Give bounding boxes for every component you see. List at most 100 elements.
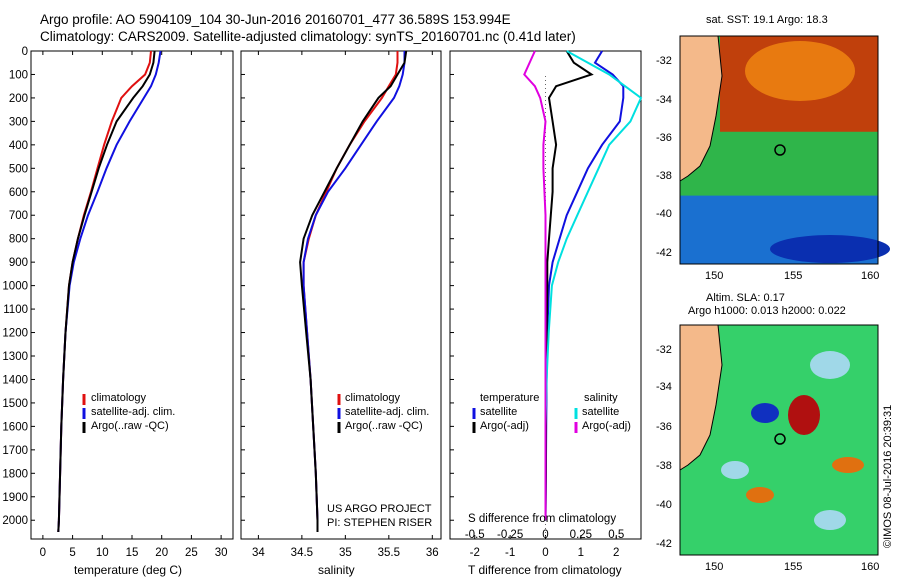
x-tick-top-label: -0.5 — [465, 529, 485, 541]
depth-tick-label: 1100 — [3, 304, 28, 316]
argo-location — [774, 433, 786, 445]
depth-tick-label: 0 — [22, 46, 28, 58]
sal-xlabel: salinity — [318, 563, 355, 577]
series-line — [544, 50, 625, 521]
x-tick-top-label: 0.25 — [570, 529, 592, 541]
diff-legend-temperature: temperature — [480, 392, 540, 404]
depth-tick-label: 1400 — [2, 374, 28, 386]
depth-tick-label: 1800 — [2, 468, 28, 480]
depth-tick-label: 800 — [9, 234, 28, 246]
x-tick-top-label: -0.25 — [497, 529, 523, 541]
temp-xlabel: temperature (deg C) — [74, 563, 183, 577]
depth-tick-label: 200 — [9, 93, 28, 105]
depth-tick-label: 700 — [9, 210, 28, 222]
map-top-xtick: 160 — [861, 270, 880, 282]
x-tick-label: 15 — [126, 547, 139, 559]
series-line — [57, 50, 152, 533]
x-tick-top-label: 0 — [542, 529, 548, 541]
map-bottom-title1: Altim. SLA: 0.17 — [706, 292, 785, 304]
depth-tick-label: 100 — [9, 69, 28, 81]
map-bottom-ytick: -40 — [656, 499, 672, 511]
temp-legend-1: climatology — [91, 392, 147, 404]
diff-legend-s-argo: Argo(-adj) — [582, 420, 631, 432]
map-bottom-ytick: -38 — [656, 460, 672, 472]
depth-tick-label: 1200 — [2, 328, 28, 340]
x-tick-label: 35 — [339, 547, 352, 559]
series-line — [302, 51, 406, 532]
panel-frame — [240, 50, 442, 540]
warm-patch — [745, 41, 855, 101]
sla-high — [788, 395, 820, 435]
x-tick-label: 30 — [215, 547, 228, 559]
depth-tick-label: 1000 — [2, 281, 28, 293]
project-annotation: US ARGO PROJECT — [327, 503, 432, 515]
map-top-ytick: -36 — [656, 132, 672, 144]
depth-tick-label: 300 — [9, 116, 28, 128]
x-tick-label: 20 — [155, 547, 168, 559]
series-line — [544, 50, 643, 521]
series-line — [57, 50, 162, 533]
cold-patch — [770, 235, 890, 263]
argo-location — [774, 144, 786, 156]
map-bottom-ytick: -36 — [656, 421, 672, 433]
map-top-ytick: -40 — [656, 208, 672, 220]
depth-tick-label: 600 — [9, 187, 28, 199]
map-bottom-ytick: -42 — [656, 538, 672, 550]
diff-legend-salinity: salinity — [584, 392, 618, 404]
x-tick-label: 10 — [96, 547, 109, 559]
map-bottom-xtick: 150 — [705, 561, 724, 573]
x-tick-label: 0 — [542, 547, 548, 559]
land — [679, 324, 723, 471]
x-tick-label: 25 — [185, 547, 198, 559]
sla-high — [832, 457, 864, 473]
map-bottom-ytick: -32 — [656, 344, 672, 356]
x-tick-label: 36 — [426, 547, 439, 559]
land — [679, 35, 723, 182]
x-tick-label: -2 — [470, 547, 480, 559]
map-bottom-xtick: 160 — [861, 561, 880, 573]
series-line — [57, 50, 156, 533]
map-top-xtick: 155 — [784, 270, 803, 282]
x-tick-label: 0 — [40, 547, 46, 559]
depth-tick-label: 900 — [9, 257, 28, 269]
map-top-xtick: 150 — [705, 270, 724, 282]
map-frame — [679, 35, 879, 265]
x-tick-label: 2 — [613, 547, 619, 559]
depth-tick-label: 1600 — [2, 421, 28, 433]
diff-legend-t-sat: satellite — [480, 406, 518, 418]
map-bottom-xtick: 155 — [784, 561, 803, 573]
sla-low — [814, 510, 846, 530]
sal-legend-3: Argo(..raw -QC) — [345, 420, 423, 432]
temp-legend-2: satellite-adj. clim. — [91, 406, 176, 418]
header-line2: Climatology: CARS2009. Satellite-adjuste… — [40, 29, 576, 44]
diff-xlabel-top: S difference from climatology — [468, 513, 617, 525]
map-frame — [679, 324, 879, 556]
map-top-ytick: -42 — [656, 247, 672, 259]
x-tick-label: 1 — [578, 547, 584, 559]
sal-legend-2: satellite-adj. clim. — [345, 406, 430, 418]
diff-legend-t-argo: Argo(-adj) — [480, 420, 529, 432]
map-top-ytick: -32 — [656, 55, 672, 67]
x-tick-label: 34.5 — [291, 547, 313, 559]
sla-high — [746, 487, 774, 503]
imos-credit: ©IMOS 08-Jul-2016 20:39:31 — [882, 404, 894, 548]
series-line — [302, 51, 399, 532]
series-line — [299, 50, 408, 532]
depth-tick-label: 1300 — [2, 351, 28, 363]
depth-tick-label: 500 — [9, 163, 28, 175]
sla-low — [721, 461, 749, 479]
x-tick-label: 35.5 — [378, 547, 400, 559]
map-top-ytick: -34 — [656, 94, 672, 106]
map-bottom-title2: Argo h1000: 0.013 h2000: 0.022 — [688, 305, 846, 317]
x-tick-label: 34 — [252, 547, 265, 559]
x-tick-label: 5 — [69, 547, 75, 559]
panel-frame — [30, 50, 234, 540]
temp-legend-3: Argo(..raw -QC) — [91, 420, 169, 432]
depth-tick-label: 1900 — [2, 492, 28, 504]
diff-xlabel: T difference from climatology — [468, 563, 622, 577]
series-line — [523, 50, 547, 521]
sal-legend-1: climatology — [345, 392, 401, 404]
sla-map — [679, 324, 879, 556]
sst-map — [679, 35, 890, 265]
